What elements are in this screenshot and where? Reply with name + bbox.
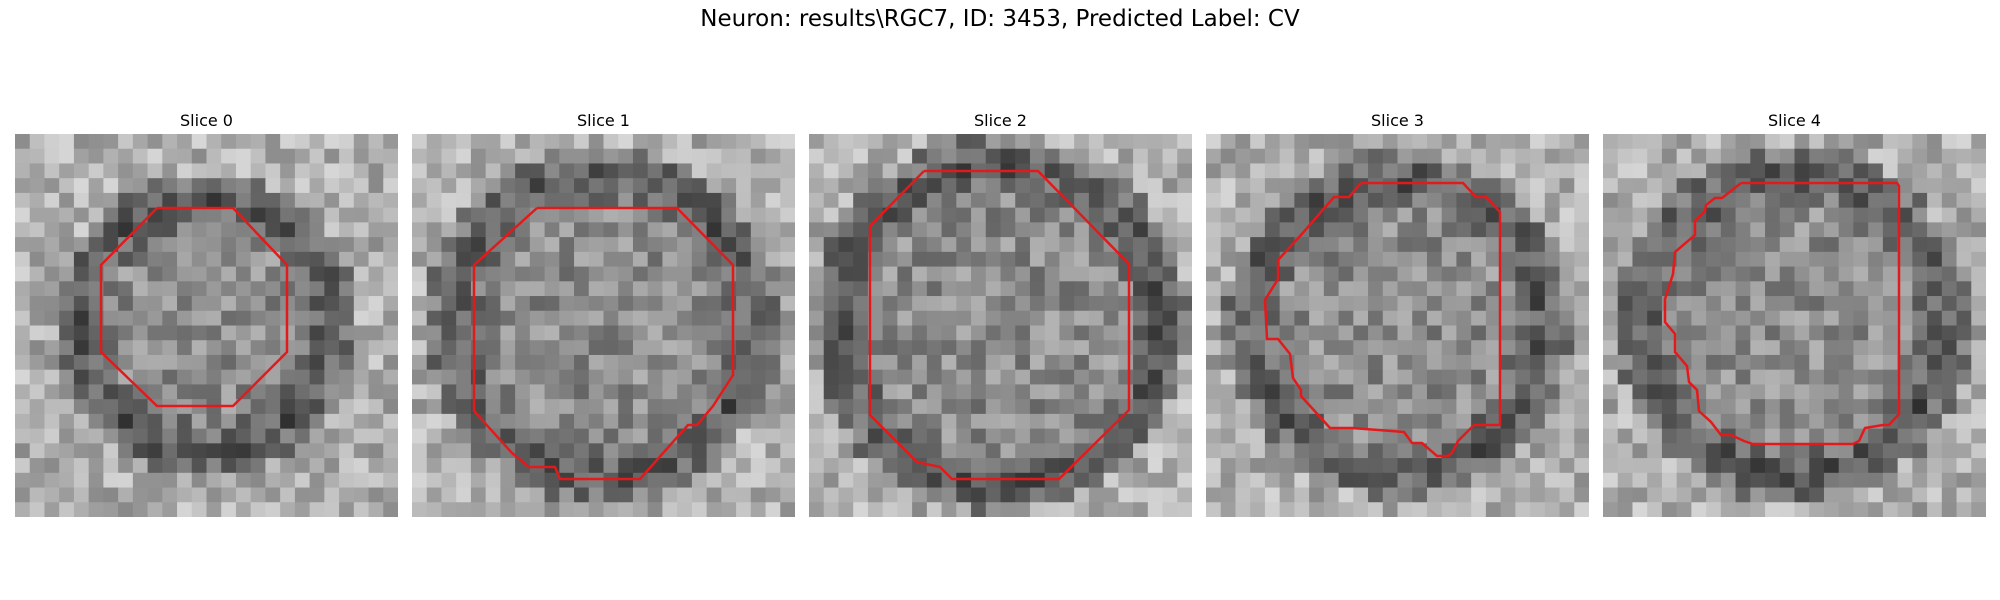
slice-3-svg — [1206, 134, 1589, 517]
figure-title: Neuron: results\RGC7, ID: 3453, Predicte… — [700, 6, 1300, 32]
image-panel-slice-0 — [15, 134, 398, 517]
slice-0-grayscale-image — [15, 134, 398, 517]
slice-4-svg — [1603, 134, 1986, 517]
slice-2-contour — [868, 169, 1131, 481]
slice-0-contour — [99, 206, 289, 408]
slice-1-grayscale-image — [412, 134, 795, 517]
image-panel-slice-4 — [1603, 134, 1986, 517]
panel-title-slice-4: Slice 4 — [1768, 111, 1821, 130]
slice-0-svg — [15, 134, 398, 517]
slice-2-svg — [809, 134, 1192, 517]
slice-1-svg — [412, 134, 795, 517]
slice-1-contour — [472, 206, 735, 481]
image-panel-slice-2 — [809, 134, 1192, 517]
slice-4-grayscale-image — [1603, 134, 1986, 517]
image-panel-slice-3 — [1206, 134, 1589, 517]
panel-title-slice-0: Slice 0 — [180, 111, 233, 130]
panel-title-slice-3: Slice 3 — [1371, 111, 1424, 130]
panel-title-slice-1: Slice 1 — [577, 111, 630, 130]
slice-3-contour — [1263, 181, 1502, 458]
slice-4-contour — [1663, 181, 1901, 446]
slice-2-grayscale-image — [809, 134, 1192, 517]
slice-3-grayscale-image — [1206, 134, 1589, 517]
image-panel-slice-1 — [412, 134, 795, 517]
panel-title-slice-2: Slice 2 — [974, 111, 1027, 130]
